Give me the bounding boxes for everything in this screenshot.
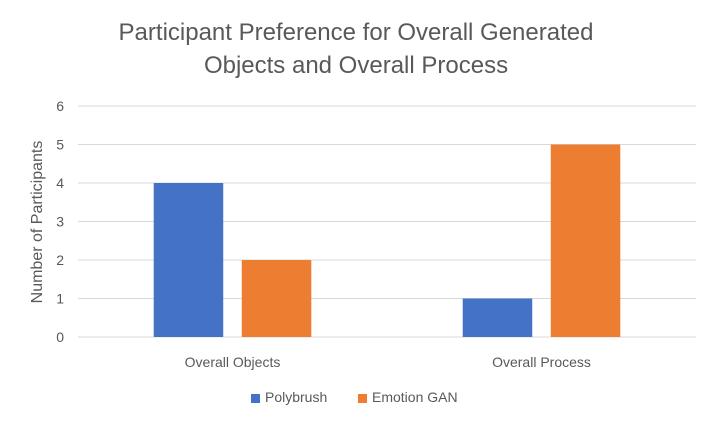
legend-label: Emotion GAN [372, 389, 458, 405]
y-tick-label: 3 [56, 214, 64, 230]
legend-label: Polybrush [265, 389, 327, 405]
x-tick-label: Overall Objects [185, 354, 281, 370]
y-axis-label: Number of Participants [29, 141, 46, 304]
x-axis-ticks: Overall Objects Overall Process [185, 354, 591, 370]
bar-polybrush-1 [462, 298, 533, 337]
x-tick-label: Overall Process [492, 354, 591, 370]
y-tick-label: 2 [56, 252, 64, 268]
y-tick-label: 6 [56, 98, 64, 114]
bar-emotion-gan-0 [241, 260, 312, 337]
y-tick-label: 5 [56, 137, 64, 153]
chart-title-line-2: Objects and Overall Process [204, 52, 508, 79]
bar-polybrush-0 [153, 183, 224, 337]
chart-title: Participant Preference for Overall Gener… [119, 19, 594, 79]
bars [153, 144, 621, 337]
y-tick-label: 1 [56, 291, 64, 307]
legend-swatch [251, 394, 260, 403]
bar-emotion-gan-1 [550, 144, 621, 337]
y-axis-ticks: 0 1 2 3 4 5 6 [56, 98, 64, 345]
y-tick-label: 4 [56, 175, 64, 191]
legend: Polybrush Emotion GAN [251, 389, 458, 405]
chart-title-line-1: Participant Preference for Overall Gener… [119, 19, 594, 46]
legend-swatch [358, 394, 367, 403]
y-tick-label: 0 [56, 329, 64, 345]
